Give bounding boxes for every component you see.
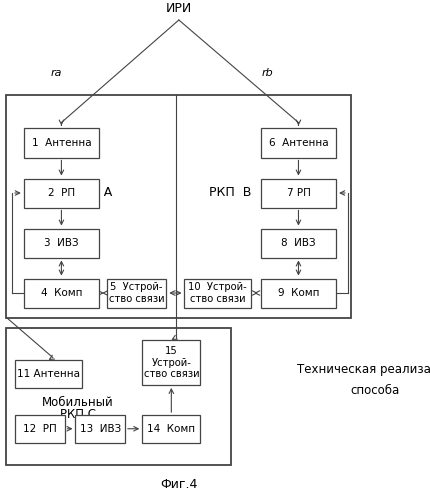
FancyBboxPatch shape <box>260 128 335 158</box>
FancyBboxPatch shape <box>260 278 335 308</box>
Text: 14  Комп: 14 Комп <box>147 424 195 434</box>
Text: 5  Устрой-
ство связи: 5 Устрой- ство связи <box>108 282 164 304</box>
Text: Мобильный: Мобильный <box>42 396 113 409</box>
Text: РКП С: РКП С <box>59 408 95 422</box>
Text: 6  Антенна: 6 Антенна <box>268 138 328 148</box>
FancyBboxPatch shape <box>24 278 99 308</box>
Text: ИРИ: ИРИ <box>166 2 191 15</box>
Text: 7 РП: 7 РП <box>286 188 310 198</box>
Text: 15
Устрой-
ство связи: 15 Устрой- ство связи <box>143 346 199 379</box>
Text: РКП  В: РКП В <box>209 186 251 199</box>
Text: 2  РП: 2 РП <box>48 188 75 198</box>
Text: 13  ИВЗ: 13 ИВЗ <box>80 424 120 434</box>
FancyBboxPatch shape <box>184 278 251 308</box>
FancyBboxPatch shape <box>24 128 99 158</box>
Text: Фиг.4: Фиг.4 <box>160 478 197 490</box>
Text: rb: rb <box>261 68 273 78</box>
FancyBboxPatch shape <box>75 415 125 442</box>
FancyBboxPatch shape <box>142 415 200 442</box>
FancyBboxPatch shape <box>260 228 335 258</box>
FancyBboxPatch shape <box>15 360 82 388</box>
Text: 11 Антенна: 11 Антенна <box>17 369 80 379</box>
FancyBboxPatch shape <box>260 178 335 208</box>
Text: Техническая реализация: Техническая реализация <box>296 364 430 376</box>
FancyBboxPatch shape <box>15 415 64 442</box>
FancyBboxPatch shape <box>24 228 99 258</box>
Text: 3  ИВЗ: 3 ИВЗ <box>44 238 79 248</box>
Text: РКП А: РКП А <box>74 186 111 199</box>
Text: ra: ra <box>50 68 61 78</box>
FancyBboxPatch shape <box>107 278 166 308</box>
Text: 8  ИВЗ: 8 ИВЗ <box>280 238 315 248</box>
Text: 4  Комп: 4 Комп <box>40 288 82 298</box>
Text: 10  Устрой-
ство связи: 10 Устрой- ство связи <box>188 282 247 304</box>
Text: 12  РП: 12 РП <box>23 424 57 434</box>
FancyBboxPatch shape <box>142 340 200 385</box>
Text: 1  Антенна: 1 Антенна <box>31 138 91 148</box>
Text: 9  Комп: 9 Комп <box>277 288 319 298</box>
FancyBboxPatch shape <box>24 178 99 208</box>
Text: способа: способа <box>350 384 399 396</box>
